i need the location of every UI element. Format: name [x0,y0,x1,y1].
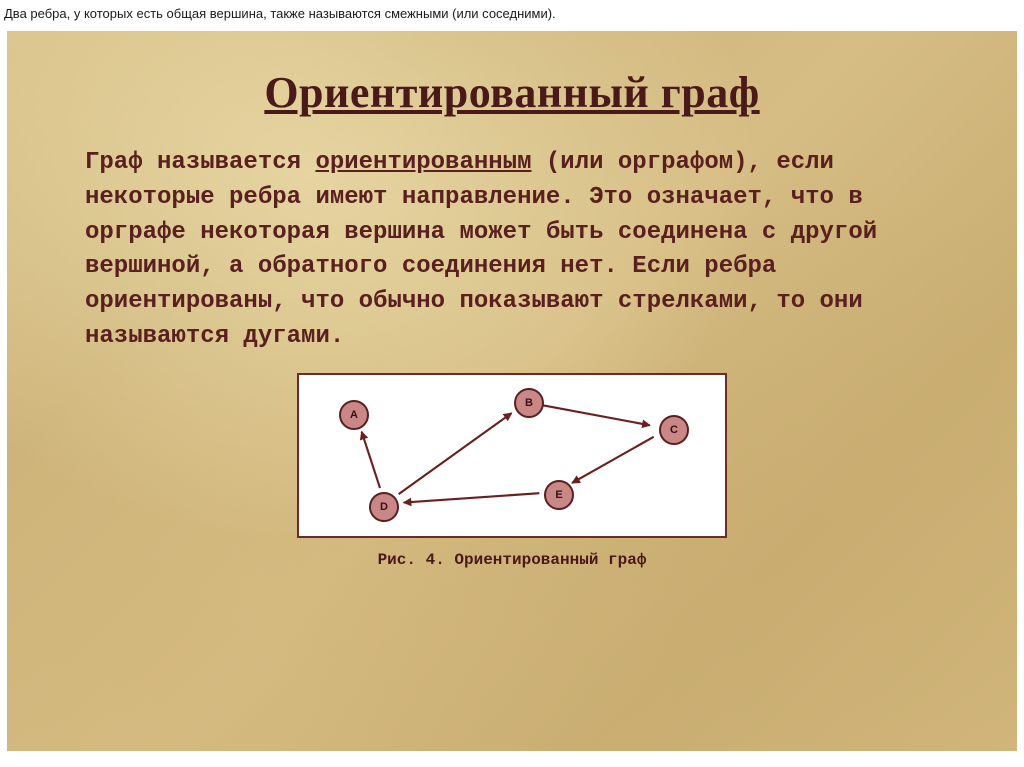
graph-node-C: C [659,415,689,445]
body-text-underlined: ориентированным [315,149,531,176]
figure-wrap: A B C D E Рис. 4. Ориентированный граф [7,373,1017,569]
edge-E-D [404,493,540,502]
slide-title: Ориентированный граф [7,31,1017,146]
graph-node-A: A [339,400,369,430]
edge-D-A [362,431,380,487]
graph-node-B: B [514,388,544,418]
figure-caption: Рис. 4. Ориентированный граф [7,551,1017,569]
body-text: Граф называется ориентированным (или орг… [7,146,1017,355]
edge-B-C [543,405,650,425]
graph-edges-svg [299,375,725,536]
slide-container: Ориентированный граф Граф называется ори… [7,31,1017,751]
body-text-before: Граф называется [85,149,315,176]
body-text-after: (или орграфом), если некоторые ребра име… [85,149,877,350]
edge-D-B [399,413,512,494]
graph-box: A B C D E [297,373,727,538]
top-caption: Два ребра, у которых есть общая вершина,… [0,0,1024,31]
graph-node-D: D [369,492,399,522]
edge-C-E [572,437,654,483]
graph-node-E: E [544,480,574,510]
